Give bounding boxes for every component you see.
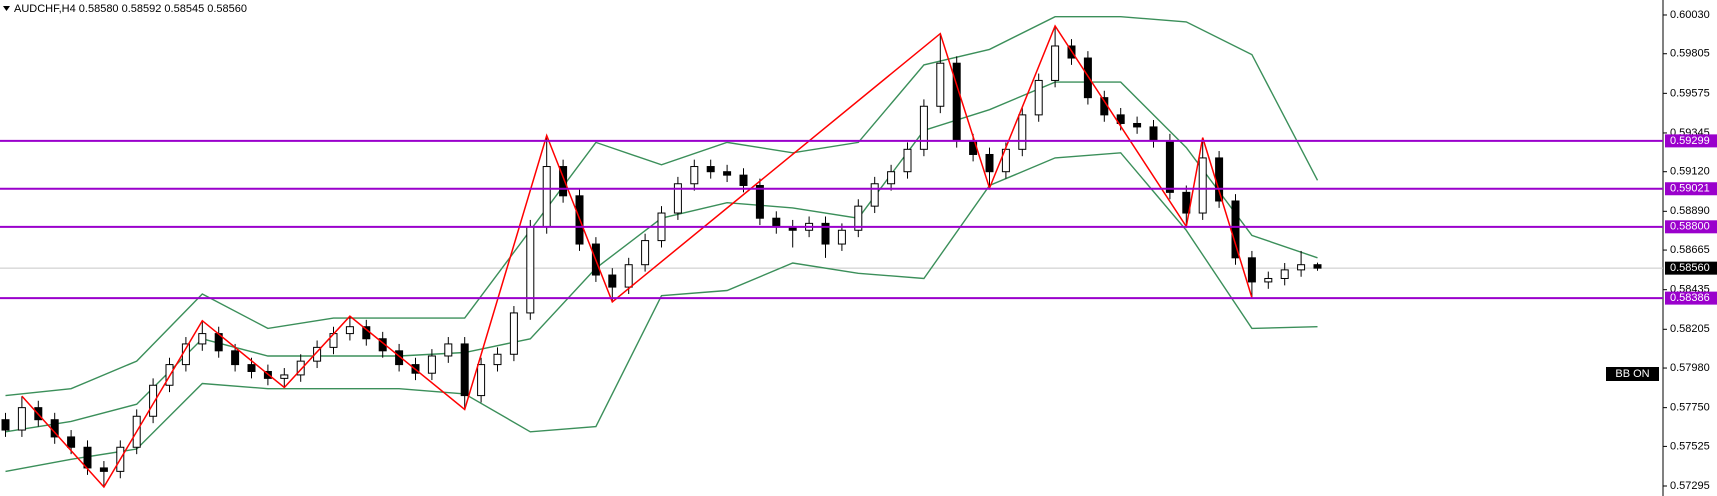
y-tick-label: 0.57750 bbox=[1670, 402, 1710, 414]
candle-body bbox=[395, 350, 404, 366]
bollinger-middle bbox=[5, 81, 1318, 433]
y-tick-label: 0.58665 bbox=[1670, 244, 1710, 256]
candle-body bbox=[1215, 157, 1224, 202]
y-tick-label: 0.57525 bbox=[1670, 440, 1710, 452]
candle-body bbox=[870, 183, 879, 207]
level-label-box bbox=[1665, 182, 1717, 196]
candle-body bbox=[673, 183, 682, 214]
candle-body bbox=[1149, 126, 1158, 142]
candle-body bbox=[985, 153, 994, 173]
candle-body bbox=[1034, 79, 1043, 116]
candle-body bbox=[1297, 264, 1306, 271]
candle-body bbox=[1133, 122, 1142, 128]
candle-body bbox=[690, 166, 699, 185]
y-tick-label: 0.58890 bbox=[1670, 205, 1710, 217]
chart-header: AUDCHF,H4 0.58580 0.58592 0.58545 0.5856… bbox=[14, 3, 247, 15]
candle-body bbox=[952, 62, 961, 142]
candle-body bbox=[509, 312, 518, 355]
y-tick-label: 0.58205 bbox=[1670, 323, 1710, 335]
level-label: 0.59021 bbox=[1670, 183, 1710, 195]
candle-body bbox=[149, 384, 158, 417]
candle-body bbox=[624, 264, 633, 288]
last-price-label: 0.58560 bbox=[1670, 262, 1710, 274]
indicator-box bbox=[1606, 367, 1659, 381]
candle-body bbox=[345, 326, 354, 335]
y-tick-label: 0.60030 bbox=[1670, 9, 1710, 21]
level-label-box bbox=[1665, 220, 1717, 234]
candle-body bbox=[739, 174, 748, 186]
indicator-label: BB ON bbox=[1615, 368, 1649, 380]
candle-body bbox=[887, 171, 896, 185]
candle-body bbox=[198, 333, 207, 345]
candle-body bbox=[247, 364, 256, 372]
level-label-box bbox=[1665, 291, 1717, 305]
candle-body bbox=[936, 62, 945, 107]
candle-body bbox=[723, 171, 732, 176]
candle-body bbox=[493, 353, 502, 366]
bollinger-upper bbox=[5, 16, 1319, 397]
candle-body bbox=[1280, 269, 1289, 279]
candle-body bbox=[362, 326, 371, 340]
y-tick-label: 0.57295 bbox=[1670, 480, 1710, 492]
candle-body bbox=[280, 374, 289, 379]
bollinger-lower bbox=[5, 152, 1318, 473]
candle-body bbox=[460, 343, 469, 397]
candle-body bbox=[17, 407, 26, 431]
candle-body bbox=[1116, 114, 1125, 124]
candle-body bbox=[903, 148, 912, 173]
candle-body bbox=[542, 166, 551, 228]
candle-body bbox=[1083, 57, 1092, 99]
candle-body bbox=[854, 205, 863, 231]
candle-body bbox=[231, 350, 240, 366]
candle-body bbox=[1313, 264, 1322, 269]
candle-body bbox=[919, 105, 928, 150]
level-label: 0.59299 bbox=[1670, 135, 1710, 147]
candle-body bbox=[427, 355, 436, 374]
candle-body bbox=[772, 217, 781, 228]
y-tick-label: 0.59575 bbox=[1670, 87, 1710, 99]
candle-body bbox=[706, 166, 715, 173]
level-label: 0.58800 bbox=[1670, 221, 1710, 233]
candle-body bbox=[67, 436, 76, 448]
level-label-box bbox=[1665, 134, 1717, 148]
candle-body bbox=[755, 184, 764, 219]
candle-body bbox=[526, 226, 535, 314]
symbol-menu-arrow[interactable] bbox=[3, 6, 10, 11]
candle-body bbox=[1, 419, 10, 431]
last-price-box bbox=[1665, 261, 1717, 275]
candle-body bbox=[1247, 257, 1256, 283]
zigzag-line bbox=[21, 24, 1253, 489]
candle-body bbox=[1198, 157, 1207, 214]
candle-body bbox=[1051, 45, 1060, 81]
y-tick-label: 0.59805 bbox=[1670, 48, 1710, 60]
candle-body bbox=[641, 240, 650, 266]
y-tick-label: 0.57980 bbox=[1670, 362, 1710, 374]
candle-body bbox=[313, 346, 322, 362]
y-tick-label: 0.59120 bbox=[1670, 166, 1710, 178]
candle-body bbox=[477, 364, 486, 397]
candle-body bbox=[821, 222, 830, 245]
candle-body bbox=[1018, 114, 1027, 150]
candle-body bbox=[83, 446, 92, 469]
candle-body bbox=[608, 274, 617, 288]
candle-body bbox=[1231, 200, 1240, 259]
candle-body bbox=[99, 467, 108, 472]
level-label: 0.58386 bbox=[1670, 292, 1710, 304]
candle-body bbox=[444, 343, 453, 357]
candle-body bbox=[837, 229, 846, 245]
candle-body bbox=[1182, 191, 1191, 214]
candle-body bbox=[1264, 277, 1273, 283]
candle-body bbox=[296, 360, 305, 376]
candle-body bbox=[559, 166, 568, 197]
candle-body bbox=[1165, 140, 1174, 193]
